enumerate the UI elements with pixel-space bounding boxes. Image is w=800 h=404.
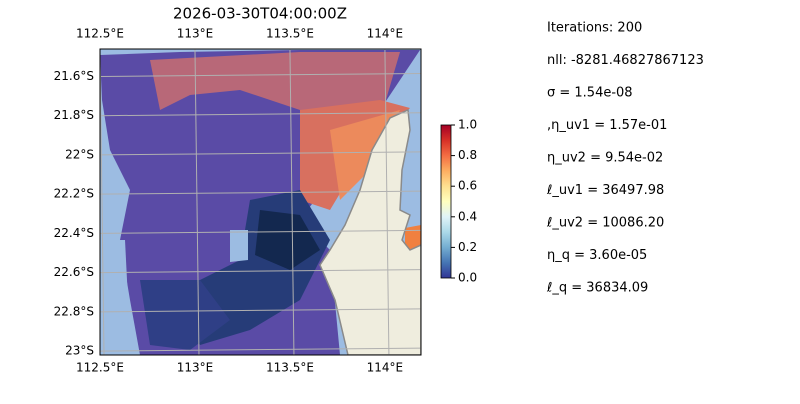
stat-line: ,η_uv1 = 1.57e-01	[547, 118, 667, 133]
lat-label: 21.6°S	[54, 69, 94, 83]
colorbar-tick-label: 0.2	[458, 240, 477, 254]
lon-grid-line	[194, 48, 200, 356]
lat-grid-line	[99, 347, 422, 352]
stat-line: ℓ_uv2 = 10086.20	[546, 216, 664, 231]
map-frame	[99, 48, 422, 356]
lon-label-bottom: 113°E	[177, 361, 214, 375]
stat-line: η_uv2 = 9.54e-02	[547, 151, 663, 166]
lat-label: 22°S	[65, 147, 94, 161]
lat-grid-line	[99, 269, 422, 274]
lon-grid-line	[384, 48, 390, 356]
lat-label: 22.4°S	[54, 226, 94, 240]
colorbar-tick-label: 0.4	[458, 209, 477, 223]
stat-line: ℓ_uv1 = 36497.98	[546, 183, 664, 198]
lat-label: 21.8°S	[54, 108, 94, 122]
map-title: 2026-03-30T04:00:00Z	[173, 5, 347, 23]
stat-line: nll: -8281.46827867123	[547, 53, 704, 68]
lon-label-top: 114°E	[367, 27, 404, 41]
stat-line: Iterations: 200	[547, 21, 642, 36]
lat-grid-line	[99, 112, 422, 117]
lon-label-bottom: 114°E	[367, 361, 404, 375]
lon-label-bottom: 112.5°E	[76, 361, 124, 375]
lon-grid-line	[99, 48, 105, 356]
graticule	[99, 48, 422, 356]
stat-line: η_q = 3.60e-05	[547, 248, 647, 263]
lat-label: 22.2°S	[54, 187, 94, 201]
stat-line: σ = 1.54e-08	[547, 86, 633, 101]
colorbar-tick-label: 1.0	[458, 118, 477, 132]
map-field	[100, 49, 421, 355]
lon-label-bottom: 113.5°E	[266, 361, 314, 375]
lat-grid-line	[99, 190, 422, 195]
lat-grid-line	[99, 308, 422, 313]
lon-grid-line	[289, 48, 295, 356]
lat-label: 22.8°S	[54, 304, 94, 318]
lat-grid-line	[99, 151, 422, 156]
lat-grid-line	[99, 229, 422, 234]
colorbar-tick-label: 0.6	[458, 179, 477, 193]
lon-label-top: 113°E	[177, 27, 214, 41]
stat-line: ℓ_q = 36834.09	[546, 281, 648, 296]
lat-grid-line	[99, 72, 422, 77]
lat-label: 23°S	[65, 344, 94, 358]
colorbar-tick-label: 0.8	[458, 148, 477, 162]
lat-label: 22.6°S	[54, 265, 94, 279]
colorbar	[440, 124, 452, 279]
lon-label-top: 112.5°E	[76, 27, 124, 41]
colorbar-tick-label: 0.0	[458, 271, 477, 285]
lon-label-top: 113.5°E	[266, 27, 314, 41]
